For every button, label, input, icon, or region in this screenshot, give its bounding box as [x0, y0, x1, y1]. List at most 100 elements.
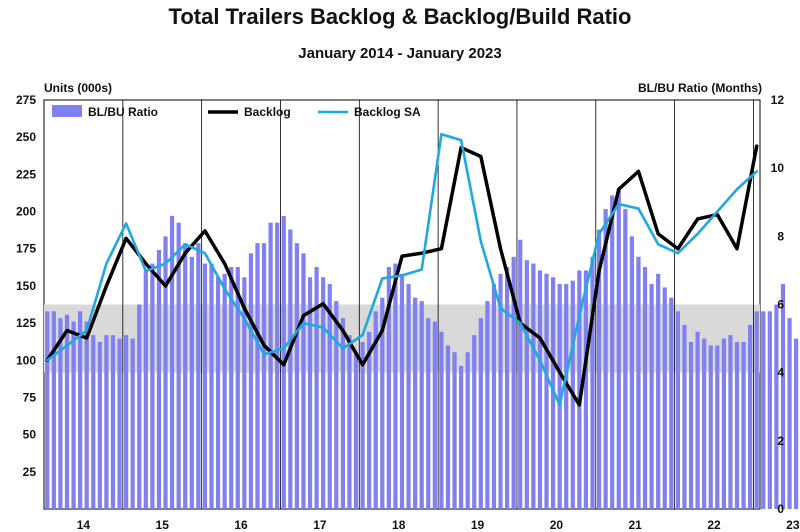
backlog-lines: [45, 132, 759, 407]
chart-subtitle: January 2014 - January 2023: [298, 45, 501, 62]
ratio-bar: [695, 331, 700, 509]
ratio-bar: [649, 284, 654, 509]
ratio-bar: [380, 297, 385, 509]
ratio-bar: [748, 324, 753, 509]
legend-label: BL/BU Ratio: [88, 105, 158, 119]
ratio-bar: [623, 209, 628, 509]
ratio-bar: [268, 222, 273, 509]
ratio-bar: [196, 243, 201, 509]
ratio-bar: [511, 256, 516, 509]
backlog-sa-line: [45, 132, 759, 407]
ratio-bar: [656, 273, 661, 509]
chart-title: Total Trailers Backlog & Backlog/Build R…: [169, 4, 632, 29]
ratio-bar: [110, 335, 116, 509]
ratio-bar: [242, 277, 247, 509]
ratio-bar: [636, 256, 641, 509]
ratio-bar: [452, 352, 457, 509]
ratio-bar: [137, 304, 142, 509]
ratio-bar: [124, 335, 129, 509]
ratio-bar: [505, 267, 510, 509]
ratio-bar: [360, 341, 365, 509]
ratio-bar: [577, 270, 582, 509]
ratio-bar: [583, 270, 589, 509]
ratio-bar: [734, 341, 740, 509]
right-tick-label: 0: [777, 502, 784, 516]
ratio-bar: [150, 263, 155, 509]
ratio-bar: [176, 222, 181, 509]
ratio-bar: [386, 267, 391, 509]
legend: BL/BU Ratio Backlog Backlog SA: [52, 105, 421, 119]
ratio-bar: [143, 270, 148, 509]
right-tick-label: 2: [777, 434, 784, 448]
ratio-bar: [248, 253, 254, 510]
ratio-bar: [544, 273, 549, 509]
ratio-bar: [603, 209, 608, 509]
ratio-bar: [741, 341, 746, 509]
right-tick-label: 8: [777, 229, 784, 243]
ratio-bar: [754, 311, 759, 509]
ratio-bar: [767, 311, 772, 509]
ratio-bar: [189, 256, 194, 509]
ratio-bar: [104, 335, 109, 509]
right-tick-label: 4: [777, 366, 784, 380]
right-axis-label: BL/BU Ratio (Months): [638, 81, 762, 95]
x-tick-label: 18: [392, 518, 406, 532]
x-tick-label: 20: [550, 518, 564, 532]
ratio-bar: [353, 352, 359, 509]
ratio-bar: [215, 277, 221, 509]
ratio-bar: [156, 249, 162, 509]
ratio-bar: [51, 311, 56, 509]
ratio-bar: [432, 321, 437, 509]
legend-label: Backlog SA: [354, 105, 421, 119]
ratio-bar: [629, 236, 635, 509]
ratio-bar: [307, 277, 313, 509]
ratio-bar: [537, 270, 543, 509]
left-tick-label: 150: [16, 279, 36, 293]
left-axis-label: Units (000s): [44, 81, 112, 95]
left-tick-label: 25: [23, 465, 37, 479]
ratio-bar: [498, 273, 503, 509]
ratio-bar: [209, 263, 214, 509]
ratio-bar: [163, 236, 168, 509]
left-tick-label: 175: [16, 242, 36, 256]
ratio-bar: [472, 335, 477, 509]
ratio-bar: [229, 267, 234, 509]
ratio-bar: [413, 297, 418, 509]
left-tick-label: 200: [16, 205, 36, 219]
ratio-bar: [780, 284, 786, 509]
right-axis-ticks: 12 10 8 6 4 2 0: [771, 93, 785, 516]
ratio-bar: [616, 188, 621, 509]
ratio-bar: [64, 314, 70, 509]
ratio-bar: [465, 352, 470, 509]
ratio-bar: [439, 331, 444, 509]
x-tick-label: 21: [629, 518, 643, 532]
ratio-bar: [459, 365, 464, 509]
ratio-bar: [130, 338, 135, 509]
left-tick-label: 75: [23, 390, 37, 404]
ratio-bar: [399, 273, 405, 509]
x-axis-labels: 14 15 16 17 18 19 20 21 22 23: [77, 518, 800, 532]
ratio-bar: [45, 311, 50, 509]
left-axis-ticks: 275 250 225 200 175 150 125 100 75 50 25: [16, 93, 36, 479]
left-tick-label: 225: [16, 167, 36, 181]
ratio-bar: [564, 284, 569, 509]
ratio-bar: [715, 345, 720, 509]
ratio-bar: [222, 273, 227, 509]
ratio-bar: [721, 338, 726, 509]
right-tick-label: 6: [777, 298, 784, 312]
ratio-bar: [761, 311, 766, 509]
ratio-bar: [84, 321, 89, 509]
ratio-bar: [485, 301, 490, 509]
left-tick-label: 275: [16, 93, 36, 107]
ratio-bar: [58, 318, 63, 509]
ratio-bar: [321, 277, 326, 509]
legend-swatch-bar: [52, 105, 82, 117]
left-tick-label: 125: [16, 316, 36, 330]
x-tick-label: 17: [313, 518, 327, 532]
ratio-bar: [117, 338, 122, 509]
ratio-bar: [275, 222, 280, 509]
ratio-bar: [393, 263, 398, 509]
ratio-bar: [367, 331, 372, 509]
ratio-bar: [688, 341, 694, 509]
ratio-bar: [491, 284, 497, 509]
